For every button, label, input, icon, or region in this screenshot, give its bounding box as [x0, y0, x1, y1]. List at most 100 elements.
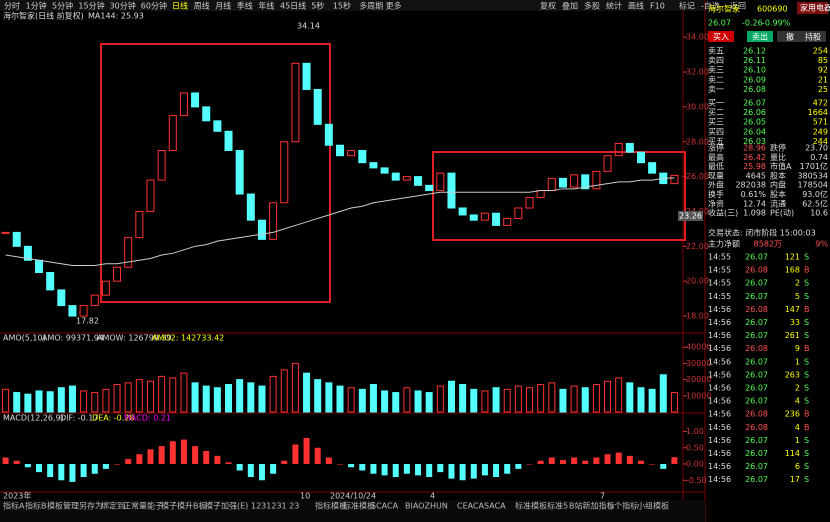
bottom-tab[interactable]: 模板 — [531, 501, 547, 511]
trade-time: 14:56 — [708, 305, 731, 314]
candle — [436, 172, 445, 192]
trade-button[interactable] — [747, 31, 773, 42]
bottom-tab[interactable]: 模升B板 — [177, 501, 207, 511]
bottom-tab[interactable]: 标准模板 — [343, 501, 375, 511]
tool-tab[interactable]: 5分钟 — [52, 1, 73, 11]
candle — [414, 176, 423, 186]
y-tick-label: 28.00 — [686, 137, 709, 146]
tool-button[interactable]: 统计 — [606, 1, 622, 11]
tag-bg — [797, 2, 828, 14]
bottom-tab[interactable]: 绑定到 — [101, 501, 125, 511]
tool-button[interactable]: 标记 — [679, 1, 695, 11]
tool-button[interactable]: 多股 — [584, 1, 600, 11]
book-side: 买一 — [708, 99, 724, 108]
tool-tab[interactable]: 60分钟 — [141, 1, 167, 11]
candle — [347, 149, 356, 157]
trade-volume: 261 — [785, 331, 800, 340]
volume-bar — [392, 392, 400, 413]
tool-tab[interactable]: 30分钟 — [110, 1, 136, 11]
trade-price: 26.08 — [745, 423, 768, 432]
bottom-tab[interactable]: BIAOZHUN — [405, 502, 448, 511]
tool-tab[interactable]: 1分钟 — [26, 1, 47, 11]
bottom-tab[interactable]: 模板 — [47, 501, 63, 511]
tool-tab[interactable]: 周线 — [194, 1, 210, 11]
tool-tab[interactable]: 15分钟 — [78, 1, 104, 11]
trade-price: 26.07 — [745, 449, 768, 458]
tool-tab[interactable]: 日线 — [172, 1, 188, 11]
indicator-legend: DIF: -0.17 — [60, 414, 98, 423]
bottom-tab[interactable]: 指标B — [25, 501, 47, 511]
tool-tab[interactable]: 15秒 — [333, 1, 351, 11]
tool-button[interactable]: -自选 — [701, 1, 720, 11]
trade-button[interactable] — [777, 31, 803, 42]
volume-bar — [13, 392, 21, 413]
bottom-tab[interactable]: 模子 — [161, 501, 177, 511]
macd-bar — [671, 457, 678, 464]
bottom-tab[interactable]: 另存为 — [79, 501, 103, 511]
trade-price: 26.07 — [745, 292, 768, 301]
bottom-tab[interactable]: SCACA — [371, 502, 399, 511]
macd-bar — [91, 464, 98, 474]
bottom-tab[interactable]: 指标A — [3, 501, 25, 511]
bottom-tab[interactable]: 正常 — [123, 502, 139, 511]
bottom-tab[interactable]: 标准 — [515, 501, 531, 511]
tool-tab[interactable]: 更多 — [386, 1, 402, 11]
macd-bar — [459, 464, 466, 481]
stat-value: 25.98 — [743, 162, 766, 171]
trade-volume: 114 — [785, 449, 800, 458]
candle — [280, 141, 289, 204]
chart-subtitle: MA144: 25.93 — [88, 12, 144, 21]
trade-side: B — [804, 410, 810, 419]
macd-bar — [136, 454, 143, 464]
bottom-tab[interactable]: 标准5 — [547, 501, 568, 511]
macd-bar — [370, 464, 377, 474]
trade-button[interactable] — [800, 31, 826, 42]
tool-tab[interactable]: 5秒 — [311, 1, 324, 11]
trade-price: 26.07 — [745, 279, 768, 288]
bottom-tab[interactable]: 管理 — [63, 501, 79, 511]
volume-bar — [258, 385, 266, 413]
tool-tab[interactable]: 月线 — [215, 1, 231, 11]
tool-button[interactable]: 画线 — [628, 1, 644, 11]
volume-bar — [514, 385, 522, 413]
price-tag-label: 23.26 — [679, 212, 702, 221]
tool-tab[interactable]: 45日线 — [280, 1, 306, 11]
volume-bar — [325, 382, 333, 413]
trade-time: 14:56 — [708, 436, 731, 445]
bottom-tab[interactable]: 量能子 — [139, 501, 163, 511]
y-tick-label: 1.00 — [686, 427, 704, 436]
tool-tab[interactable]: 分时 — [4, 1, 20, 11]
tool-tab[interactable]: 季线 — [237, 1, 253, 11]
candle — [380, 167, 389, 174]
bottom-tab[interactable]: 5个指标 — [609, 501, 638, 511]
y-tick-label: 34.00 — [686, 33, 709, 42]
bottom-tab[interactable]: CEACASACA — [457, 502, 506, 511]
tool-tab[interactable]: 年线 — [258, 1, 274, 11]
trade-button-label[interactable]: 持股 — [805, 32, 821, 42]
indicator-title: MACD(12,26,9) — [3, 414, 64, 423]
bottom-tab[interactable]: 指标模板 — [315, 501, 347, 511]
book-side: 买三 — [708, 118, 724, 127]
volume-bar — [46, 391, 54, 413]
trade-button-label[interactable]: 卖出 — [752, 32, 768, 42]
trade-button-label[interactable]: 买入 — [713, 33, 729, 42]
book-volume: 472 — [813, 99, 828, 108]
bottom-tab[interactable]: 模子加强(E) — [205, 501, 248, 511]
candle — [447, 172, 456, 209]
tool-button[interactable]: F10 — [650, 2, 665, 11]
volume-bar — [447, 380, 455, 413]
trade-button-label[interactable]: 撤 — [786, 32, 794, 42]
trade-time: 14:56 — [708, 410, 731, 419]
trade-button[interactable] — [708, 31, 734, 42]
y-tick-label: 0.00 — [686, 460, 704, 469]
bottom-tab[interactable]: 1231231 23 — [251, 502, 299, 511]
stat-value: 178504 — [797, 181, 828, 190]
tool-button[interactable]: 返回 — [730, 2, 746, 11]
volume-bar — [225, 383, 233, 413]
bottom-tab[interactable]: 小组模板 — [637, 501, 669, 511]
tool-button[interactable]: 复权 — [540, 1, 556, 11]
candle — [581, 174, 590, 190]
tool-tab[interactable]: 多周期 — [359, 1, 383, 11]
tool-button[interactable]: 叠加 — [562, 1, 578, 11]
bottom-tab[interactable]: B站新加指标 — [569, 501, 615, 511]
